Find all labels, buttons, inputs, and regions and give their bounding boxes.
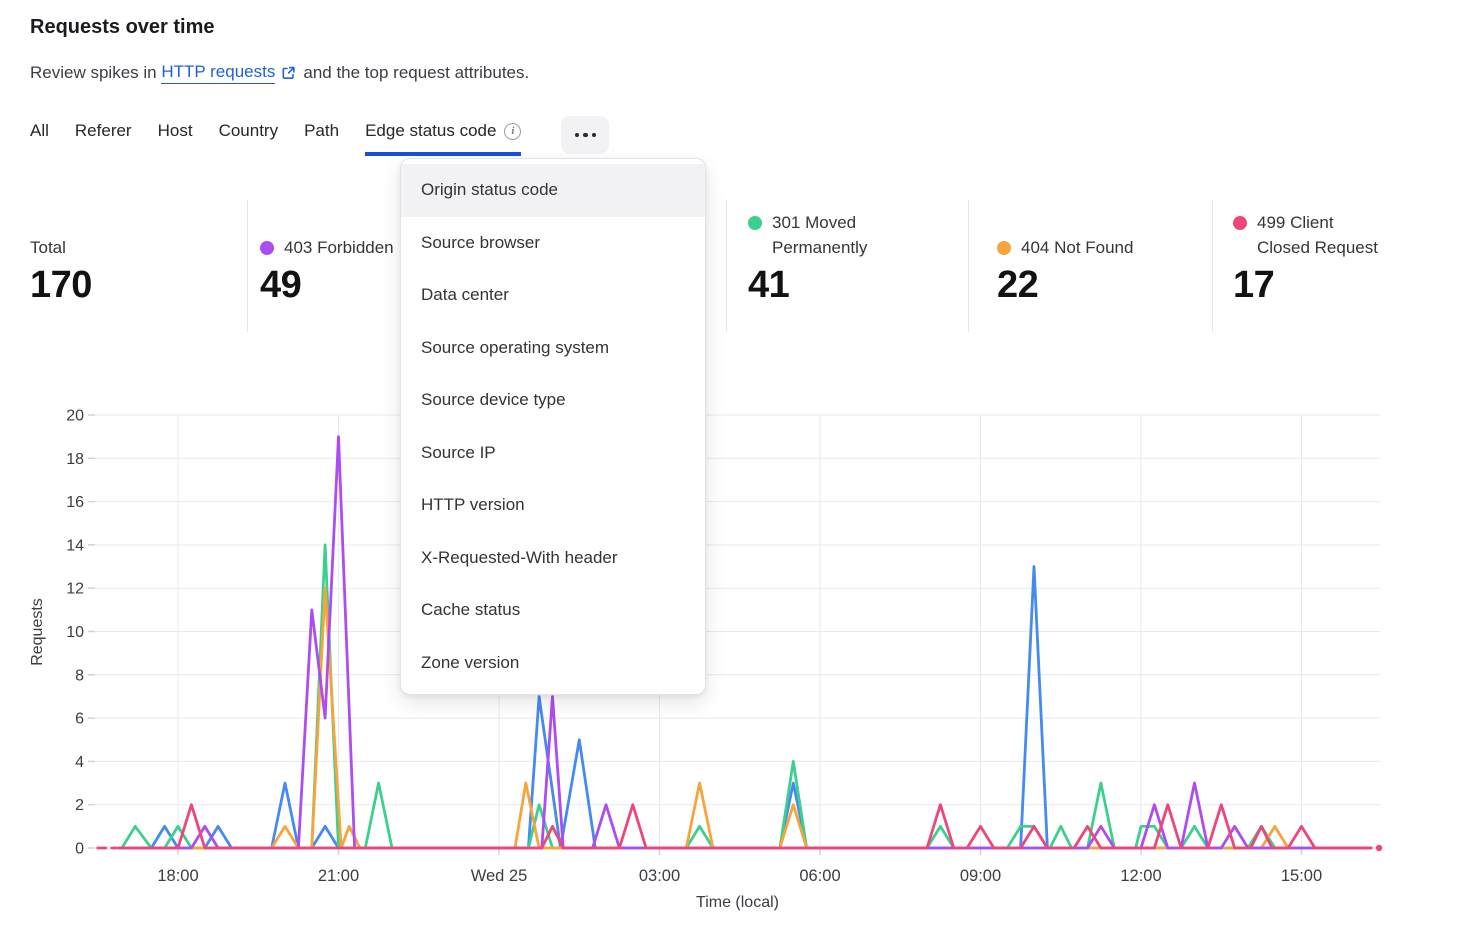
x-tick-label: 21:00 [318, 867, 359, 885]
menu-item-cache-status[interactable]: Cache status [421, 600, 521, 620]
series-end-dot [1375, 844, 1383, 852]
y-tick-label: 0 [75, 841, 84, 858]
series-line-499-client-closed-request [117, 803, 1373, 850]
requests-line-chart: 0 2 4 6 8 10 12 14 16 18 20 18:00 21:00 Wed 25 03:00 06… [29, 408, 1383, 911]
stat-divider [726, 200, 727, 332]
tab-label: Path [304, 121, 340, 140]
x-tick-label: 12:00 [1120, 867, 1161, 885]
stat-divider [1212, 200, 1213, 332]
ellipsis-dot [591, 132, 597, 138]
x-tick-label: 03:00 [639, 867, 680, 885]
y-tick-label: 8 [75, 667, 84, 684]
tab-label: Country [218, 121, 279, 140]
stat-divider [247, 200, 248, 332]
tab-edge-status-code[interactable]: Edge status code i [365, 116, 522, 156]
stat-total: Total 170 [30, 200, 92, 307]
stat-value: 41 [748, 264, 790, 306]
stat-value: 17 [1233, 264, 1275, 306]
stat-label: 499 Client [1257, 213, 1334, 232]
legend-dot [997, 240, 1011, 255]
x-tick-label: 09:00 [960, 867, 1001, 885]
page-title: Requests over time [30, 16, 215, 38]
menu-item-origin-status-code[interactable]: Origin status code [401, 164, 705, 217]
attribute-dropdown-menu: Origin status code Source browser Data cen… [400, 158, 706, 695]
menu-item-data-center[interactable]: Data center [421, 285, 509, 305]
x-tick-label: Wed 25 [471, 867, 528, 885]
y-axis-title: Requests [29, 598, 46, 666]
stat-label: Permanently [772, 238, 868, 257]
ellipsis-dot [574, 132, 580, 138]
http-requests-link[interactable]: HTTP requests [161, 62, 276, 84]
x-axis-title: Time (local) [696, 894, 779, 911]
tab-label: Host [157, 121, 193, 140]
subtitle-prefix: Review spikes in [30, 63, 157, 82]
y-tick-label: 14 [66, 537, 84, 554]
tab-label: Edge status code [365, 121, 497, 140]
tab-label: Referer [74, 121, 132, 140]
tab-label: All [30, 121, 49, 140]
stat-404: 404 Not Found 22 [997, 200, 1133, 307]
tab-all[interactable]: All [30, 116, 49, 156]
tab-path[interactable]: Path [304, 116, 339, 156]
menu-item-source-browser[interactable]: Source browser [421, 232, 541, 252]
stat-301: 301 Moved Permanently 41 [748, 200, 867, 307]
dimension-tabs: All Referer Host Country Path Edge status cod… [30, 116, 610, 156]
x-tick-label: 15:00 [1281, 867, 1322, 885]
stat-label: Total [30, 238, 66, 257]
stat-label: 404 Not Found [1021, 238, 1134, 257]
y-tick-label: 12 [66, 581, 84, 598]
y-tick-label: 10 [66, 624, 84, 641]
menu-item-x-requested-with-header[interactable]: X-Requested-With header [421, 547, 618, 567]
legend-dot [1233, 215, 1247, 230]
menu-item-source-device-type[interactable]: Source device type [421, 390, 566, 410]
stat-value: 22 [997, 264, 1039, 306]
tab-country[interactable]: Country [219, 116, 279, 156]
stat-divider [968, 200, 969, 332]
y-tick-label: 16 [66, 494, 84, 511]
y-tick-label: 4 [75, 754, 84, 771]
info-icon[interactable]: i [504, 122, 522, 140]
menu-item-source-operating-system[interactable]: Source operating system [421, 337, 610, 357]
menu-item-http-version[interactable]: HTTP version [421, 495, 525, 515]
subtitle: Review spikes in HTTP requests and the to… [30, 62, 529, 84]
x-tick-label: 06:00 [799, 867, 840, 885]
y-tick-label: 6 [75, 711, 84, 728]
menu-item-zone-version[interactable]: Zone version [421, 652, 520, 672]
subtitle-suffix: and the top request attributes. [303, 63, 530, 82]
tab-referer[interactable]: Referer [75, 116, 132, 156]
stat-value: 170 [30, 264, 92, 306]
series-line-403-forbidden [117, 435, 1373, 850]
stat-403: 403 Forbidden 49 [260, 200, 394, 307]
y-tick-label: 20 [66, 408, 84, 425]
menu-item-source-ip[interactable]: Source IP [421, 442, 496, 462]
y-tick-label: 18 [66, 451, 84, 468]
stat-label: 301 Moved [772, 213, 857, 232]
stat-value: 49 [260, 264, 302, 306]
x-tick-label: 18:00 [157, 867, 198, 885]
stats-row: Total 170 403 Forbidden 49 301 Moved Permanen… [0, 200, 1458, 332]
external-link-icon [281, 65, 297, 81]
stat-label: Closed Request [1257, 238, 1378, 257]
legend-dot [748, 215, 762, 230]
more-tabs-button[interactable] [561, 116, 610, 154]
stat-label: 403 Forbidden [284, 238, 394, 257]
ellipsis-dot [583, 132, 588, 138]
legend-dot [260, 240, 274, 255]
tab-host[interactable]: Host [158, 116, 193, 156]
stat-499: 499 Client Closed Request 17 [1233, 200, 1378, 307]
y-tick-label: 2 [75, 797, 84, 814]
